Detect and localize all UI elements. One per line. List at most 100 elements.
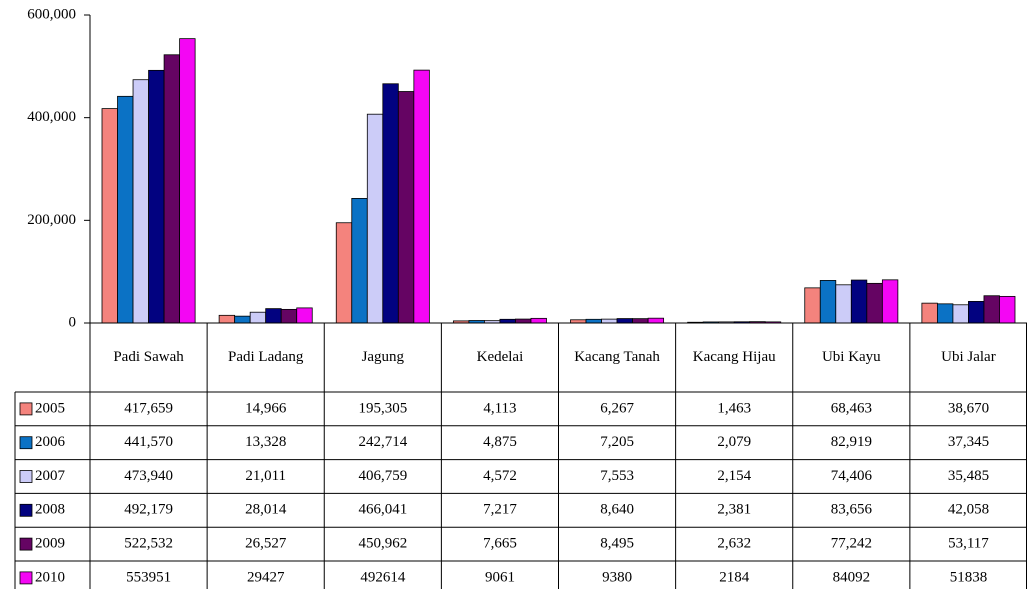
table-value: 2,381 [717, 502, 751, 518]
bar [499, 318, 516, 324]
bar [983, 295, 1000, 324]
bar [335, 222, 353, 324]
table-value: 492,179 [124, 502, 173, 518]
table-value: 13,328 [245, 434, 286, 450]
legend-label: 2009 [35, 536, 65, 552]
table-value: 406,759 [358, 468, 407, 484]
bar [296, 307, 313, 324]
table-value: 2184 [719, 569, 750, 585]
table-value: 450,962 [358, 536, 407, 552]
bar [249, 311, 267, 324]
legend-label: 2008 [35, 502, 65, 518]
x-tick-label: Jagung [362, 349, 405, 365]
bar [881, 279, 899, 324]
legend-swatch [19, 436, 33, 450]
table-value: 35,485 [948, 468, 989, 484]
table-value: 28,014 [245, 502, 287, 518]
bar [234, 315, 251, 324]
bar [132, 79, 149, 324]
bar [968, 301, 985, 324]
table-value: 82,919 [831, 434, 872, 450]
bar [632, 318, 649, 324]
bar [601, 318, 618, 324]
bar [616, 318, 633, 324]
table-value: 2,154 [717, 468, 751, 484]
bar [647, 317, 665, 324]
table-value: 195,305 [358, 400, 407, 416]
bar [179, 38, 196, 324]
bar [936, 303, 954, 324]
table-value: 9380 [602, 569, 632, 585]
bar [382, 83, 399, 324]
table-value: 522,532 [124, 536, 173, 552]
table-value: 37,345 [948, 434, 989, 450]
table-value: 42,058 [948, 502, 989, 518]
table-value: 14,966 [245, 400, 287, 416]
y-tick-label: 0 [69, 314, 77, 330]
bar [163, 54, 181, 324]
x-tick-label: Kacang Tanah [574, 349, 660, 365]
table-value: 466,041 [358, 502, 407, 518]
bar [366, 113, 384, 324]
x-tick-label: Kedelai [477, 349, 524, 365]
table-value: 29427 [247, 569, 285, 585]
y-tick-label: 600,000 [27, 6, 76, 22]
table-value: 417,659 [124, 400, 173, 416]
x-tick-label: Padi Sawah [113, 349, 184, 365]
table-value: 6,267 [600, 400, 634, 416]
table-value: 84092 [833, 569, 871, 585]
x-tick-label: Kacang Hijau [693, 349, 776, 365]
table-value: 4,875 [483, 434, 517, 450]
bar [351, 198, 368, 324]
table-value: 553951 [126, 569, 171, 585]
legend-swatch [19, 470, 33, 483]
bar [515, 318, 532, 324]
table-value: 38,670 [948, 400, 989, 416]
bar [397, 91, 415, 324]
table-value: 21,011 [245, 468, 286, 484]
table-value: 51838 [950, 569, 988, 585]
legend-swatch [19, 503, 33, 517]
bar [819, 280, 837, 324]
legend-swatch [19, 571, 33, 585]
legend-label: 2007 [35, 468, 66, 484]
bar [866, 282, 883, 324]
bar [101, 108, 118, 324]
table-value: 7,205 [600, 434, 634, 450]
x-tick-label: Padi Ladang [228, 349, 304, 365]
table-value: 26,527 [245, 536, 287, 552]
table-value: 441,570 [124, 434, 173, 450]
bar [804, 287, 821, 324]
table-value: 4,572 [483, 468, 517, 484]
table-value: 4,113 [483, 400, 516, 416]
table-value: 8,495 [600, 536, 634, 552]
table-value: 2,632 [717, 536, 751, 552]
bar [413, 69, 430, 324]
legend-label: 2005 [35, 400, 65, 416]
table-value: 7,217 [483, 502, 517, 518]
bar [585, 318, 602, 324]
bar [218, 314, 236, 324]
bar [148, 69, 165, 324]
table-value: 8,640 [600, 502, 634, 518]
table-value: 7,553 [600, 468, 634, 484]
table-value: 1,463 [717, 400, 751, 416]
table-value: 9061 [485, 569, 515, 585]
legend-swatch [19, 537, 33, 551]
table-value: 83,656 [831, 502, 873, 518]
table-value: 473,940 [124, 468, 173, 484]
bar [265, 308, 282, 324]
bar [530, 317, 547, 324]
table-value: 74,406 [831, 468, 873, 484]
bar [921, 302, 938, 324]
bar [850, 279, 868, 324]
y-tick-label: 200,000 [27, 212, 76, 228]
x-tick-label: Ubi Jalar [941, 349, 996, 365]
bar [999, 295, 1016, 324]
table-value: 7,665 [483, 536, 517, 552]
bar [117, 95, 134, 324]
table-value: 77,242 [831, 536, 872, 552]
table-value: 68,463 [831, 400, 872, 416]
legend-label: 2010 [35, 569, 65, 585]
